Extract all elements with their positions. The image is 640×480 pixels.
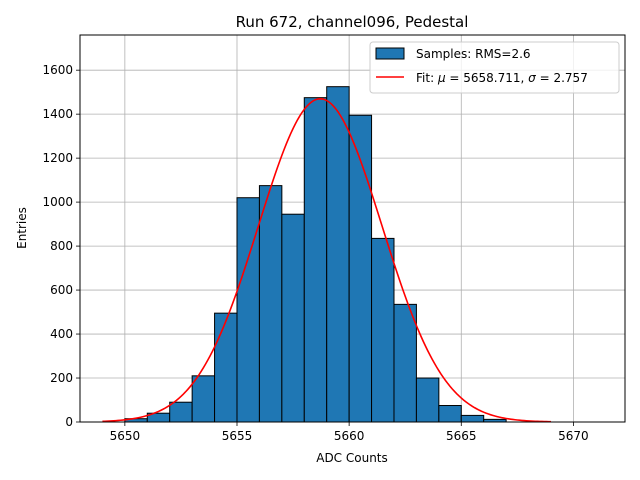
histogram-bar	[258, 185, 283, 423]
legend-fit-mu-value: 5658.711	[463, 71, 520, 85]
legend-fit-eq2: =	[536, 71, 554, 85]
histogram-bar	[281, 213, 305, 423]
legend: Samples: RMS=2.6 Fit: μ = 5658.711, σ = …	[369, 41, 620, 94]
legend-hist-swatch	[375, 47, 405, 60]
legend-box	[369, 41, 620, 94]
x-tick-label: 5665	[446, 429, 477, 443]
chart-title: Run 672, channel096, Pedestal	[236, 13, 469, 31]
legend-fit-sigma-symbol: σ	[528, 71, 536, 85]
plot-frame	[79, 34, 626, 423]
histogram-bar	[460, 414, 485, 423]
x-tick-label: 5655	[222, 429, 253, 443]
y-tick-label: 200	[50, 371, 73, 385]
y-tick-label: 1200	[42, 151, 73, 165]
histogram-bar	[303, 97, 328, 423]
histogram-bar	[393, 303, 417, 423]
histogram-bar	[191, 375, 216, 423]
legend-hist-label: Samples: RMS=2.6	[416, 47, 531, 61]
legend-fit-sep: ,	[521, 71, 529, 85]
histogram-bar	[214, 312, 238, 423]
histogram-bar	[438, 405, 462, 423]
y-tick-label: 1000	[42, 195, 73, 209]
legend-fit-label: Fit: μ = 5658.711, σ = 2.757	[416, 71, 588, 85]
y-tick-label: 0	[65, 415, 73, 429]
histogram-bar	[169, 401, 193, 423]
y-axis-label: Entries	[15, 207, 29, 249]
x-tick-label: 5650	[110, 429, 141, 443]
y-tick-label: 800	[50, 239, 73, 253]
histogram-bars	[124, 86, 507, 423]
legend-fit-prefix: Fit:	[416, 71, 438, 85]
fit-curve-group	[102, 97, 552, 423]
fit-curve	[102, 97, 552, 423]
y-tick-label: 1400	[42, 107, 73, 121]
legend-fit-mu-symbol: μ	[437, 71, 446, 85]
y-tick-label: 600	[50, 283, 73, 297]
x-tick-label: 5660	[334, 429, 365, 443]
histogram-bar	[371, 237, 395, 423]
legend-fit-sigma-value: 2.757	[553, 71, 587, 85]
y-axis-ticks: 0 200 400 600 800 1000 1200 1400 1600	[42, 63, 80, 429]
histogram-bar	[326, 86, 350, 423]
y-tick-label: 400	[50, 327, 73, 341]
x-axis-label: ADC Counts	[316, 451, 388, 465]
y-tick-label: 1600	[42, 63, 73, 77]
legend-fit-eq1: =	[446, 71, 464, 85]
x-tick-label: 5670	[558, 429, 589, 443]
x-axis-ticks: 5650 5655 5660 5665 5670	[110, 422, 589, 443]
histogram-bar	[415, 377, 440, 423]
